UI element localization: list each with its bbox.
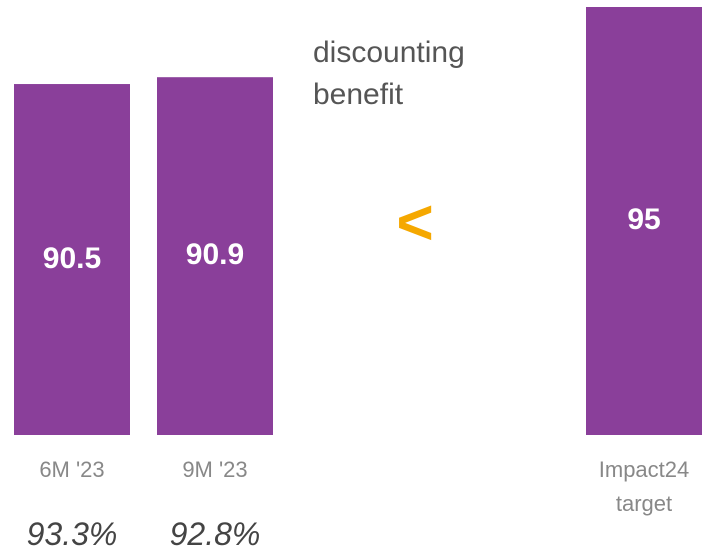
x-tick-label: 6M '23 (39, 457, 105, 482)
ratio-label: 93.3% (26, 516, 118, 552)
x-tick-label: Impact24 target (598, 457, 690, 516)
x-tick-label: 9M '23 (182, 457, 248, 482)
comparison-sign: < (396, 186, 434, 258)
ratio-label: 92.8% (169, 516, 261, 552)
bar (157, 77, 273, 435)
bar (14, 84, 130, 435)
value-label: 90.9 (185, 238, 245, 272)
annotation: discounting benefit (313, 36, 465, 111)
value-label: 90.5 (42, 241, 102, 275)
bar (586, 7, 702, 435)
value-label: 95 (627, 203, 661, 236)
